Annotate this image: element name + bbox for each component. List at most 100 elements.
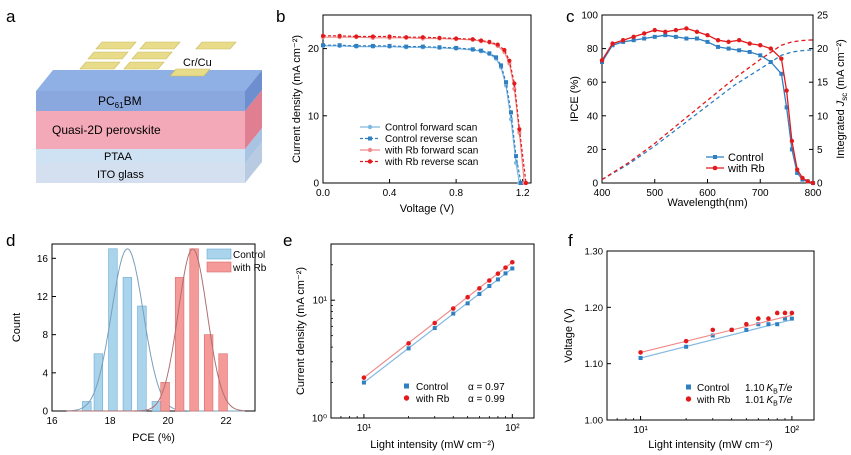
data-point — [387, 34, 392, 39]
annotation-part: K — [766, 383, 774, 394]
data-point — [470, 37, 475, 42]
electrode-pad — [131, 51, 173, 60]
data-point — [504, 80, 509, 85]
data-point — [684, 26, 689, 31]
legend-marker — [367, 124, 373, 130]
label-perovskite: Quasi-2D perovskite — [52, 123, 161, 137]
y2-tick-label: 5 — [817, 145, 823, 156]
x-tick-label: 10² — [785, 425, 800, 436]
data-point — [404, 35, 409, 40]
data-point — [705, 39, 710, 44]
data-point — [663, 33, 668, 38]
data-point — [479, 48, 484, 53]
data-point — [510, 266, 515, 271]
y-tick-label: 12 — [37, 292, 49, 303]
y2-tick-label: 0 — [817, 179, 823, 190]
panel-letter-f: f — [568, 231, 573, 250]
legend-entry: with Rb — [696, 395, 731, 406]
data-point — [477, 291, 482, 296]
data-point — [663, 29, 668, 34]
data-point — [437, 45, 442, 50]
data-point — [744, 327, 749, 332]
data-point — [782, 310, 788, 316]
data-point — [789, 138, 795, 144]
data-point — [620, 38, 626, 43]
x-tick-label: 16 — [46, 416, 58, 427]
pcbm-layer-side — [245, 70, 262, 111]
cr-cu-electrodes — [79, 41, 237, 77]
series-line-3 — [323, 35, 527, 184]
y-tick-label: 20 — [308, 44, 320, 55]
data-point — [758, 43, 763, 48]
data-point — [495, 277, 500, 282]
data-point — [779, 71, 784, 76]
legend-entry: Control — [697, 383, 729, 394]
legend-marker — [713, 155, 717, 159]
y-tick-label: 4 — [42, 368, 48, 379]
data-point — [800, 175, 805, 181]
data-point — [495, 271, 501, 276]
legend-marker — [686, 384, 691, 390]
series-line-2 — [323, 36, 525, 184]
data-point — [638, 356, 643, 361]
data-point — [420, 35, 425, 40]
label-ito-glass: ITO glass — [97, 169, 144, 181]
x-tick-label: 20 — [162, 416, 174, 427]
data-point — [766, 316, 771, 321]
data-point — [514, 154, 519, 159]
annotation-part: 1.01 — [745, 395, 765, 406]
data-point — [737, 48, 742, 53]
y2-label-part: Integrated — [835, 106, 847, 159]
data-point — [337, 33, 342, 38]
x-tick-label: 10¹ — [633, 425, 648, 436]
histogram-bar — [122, 277, 133, 412]
x-tick-label: 0.4 — [383, 188, 397, 199]
legend-entry: Control — [728, 152, 763, 164]
y2-label-part: (mA cm⁻²) — [835, 39, 847, 92]
data-point — [673, 34, 678, 39]
legend-annotation: 1.01 KBT/e — [745, 395, 793, 408]
y-tick-label: 60 — [587, 78, 599, 89]
histogram-bar — [82, 401, 92, 412]
data-point — [652, 34, 657, 39]
legend-entry: with Rb — [232, 263, 267, 274]
y2-tick-label: 25 — [817, 11, 829, 22]
data-point — [370, 43, 375, 48]
data-point — [517, 130, 522, 135]
data-point — [450, 306, 456, 311]
data-point — [487, 39, 492, 44]
data-point — [494, 55, 499, 60]
x-tick-label: 10² — [505, 423, 520, 434]
ptaa-layer-front — [36, 149, 245, 163]
data-point — [784, 105, 789, 110]
data-point — [805, 179, 810, 184]
x-tick-label: 18 — [104, 416, 116, 427]
annotation-part: K — [766, 395, 774, 406]
ptaa-layer-side — [245, 128, 262, 163]
x-tick-label: 500 — [646, 188, 663, 199]
y-axis-label: Count — [11, 313, 23, 342]
data-point — [478, 38, 484, 43]
data-point — [631, 34, 636, 40]
x-tick-label: 1.2 — [516, 188, 530, 199]
legend-annotation: α = 0.99 — [468, 394, 505, 405]
data-point — [631, 38, 636, 43]
perovskite-layer-side — [245, 90, 262, 149]
x-tick-label: 0.0 — [316, 188, 330, 199]
panel-letter-e: e — [283, 231, 292, 250]
y2-axis-label: Integrated Jsc (mA cm⁻²) — [835, 39, 849, 159]
histogram-bar — [203, 334, 214, 412]
data-point — [642, 36, 647, 41]
legend-swatch — [206, 248, 232, 260]
label-pcbm: PC61BM — [98, 94, 142, 110]
legend-entry: with Rb forward scan — [384, 146, 478, 157]
y-tick-label: 40 — [587, 111, 599, 122]
data-point — [789, 147, 794, 152]
device-stack-diagram: Cr/Cu PC61BM Quasi-2D perovskite PTAA IT… — [36, 41, 262, 183]
plot-frame — [606, 250, 815, 421]
data-point — [502, 47, 507, 53]
data-point — [354, 43, 359, 48]
electrode-pad — [139, 41, 181, 50]
data-point — [432, 326, 437, 331]
data-point — [694, 29, 700, 34]
